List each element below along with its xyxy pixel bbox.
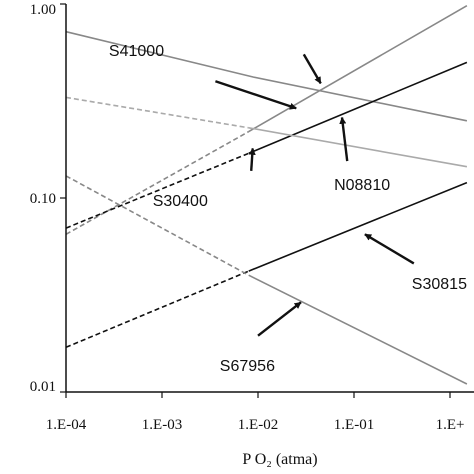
series-3 (65, 96, 468, 168)
annotation-label: N08810 (334, 177, 390, 194)
series-1-segment-1 (248, 5, 468, 133)
annotation-arrow (339, 116, 349, 162)
annotation-layer: N12160 S41000 S30400 N08810 S30815 S67956 (109, 0, 467, 375)
annotation-S67956: S67956 (220, 301, 302, 375)
x-tick-label: 1.E-02 (238, 417, 278, 433)
x-tick-label: 1.E-04 (46, 417, 87, 433)
annotation-label: S30400 (153, 193, 208, 210)
x-tick-label: 1.E-03 (142, 417, 182, 433)
series-3-segment-1 (248, 127, 468, 168)
x-tick-label: 1.E-01 (334, 417, 374, 433)
annotation-S30400: S30400 (153, 147, 256, 210)
y-tick-label: 0.01 (30, 379, 56, 395)
annotation-N08810: N08810 (334, 116, 390, 194)
annotation-arrow (248, 147, 256, 171)
series-4 (65, 181, 468, 349)
series-4-segment-1 (248, 181, 468, 272)
series-1 (65, 5, 468, 235)
x-axis-label: P O₂ (atma) (242, 451, 317, 468)
series-2-segment-1 (248, 61, 468, 155)
series-4-segment-0 (65, 270, 250, 349)
annotation-N12160: N12160 (296, 0, 352, 84)
series-0 (65, 30, 468, 122)
annotation-label: N12160 (296, 0, 352, 3)
series-layer (65, 5, 468, 385)
annotation-label: S41000 (109, 43, 164, 60)
series-5-segment-1 (248, 274, 468, 385)
series-1-segment-0 (65, 130, 250, 235)
annotation-arrow (302, 53, 322, 84)
annotation-arrow (364, 233, 415, 265)
annotation-arrow (215, 80, 297, 110)
series-5-segment-0 (65, 175, 250, 276)
annotation-label: S67956 (220, 358, 275, 375)
y-tick-label: 1.00 (30, 2, 56, 18)
annotation-label: S30815 (412, 276, 467, 293)
ticks-layer: 1.E-04 1.E-03 1.E-02 1.E-01 1.E+ 0.01 0.10 1.00 (30, 2, 465, 433)
series-2 (65, 61, 468, 229)
series-3-segment-0 (65, 96, 249, 129)
x-tick-label: 1.E+ (436, 417, 465, 433)
y-tick-label: 0.10 (30, 191, 56, 207)
annotation-S41000: S41000 (109, 43, 297, 110)
annotation-arrow (257, 301, 302, 337)
annotation-S30815: S30815 (364, 233, 467, 293)
series-0-segment-0 (65, 30, 468, 122)
series-5 (65, 175, 468, 385)
series-2-segment-0 (65, 152, 250, 229)
